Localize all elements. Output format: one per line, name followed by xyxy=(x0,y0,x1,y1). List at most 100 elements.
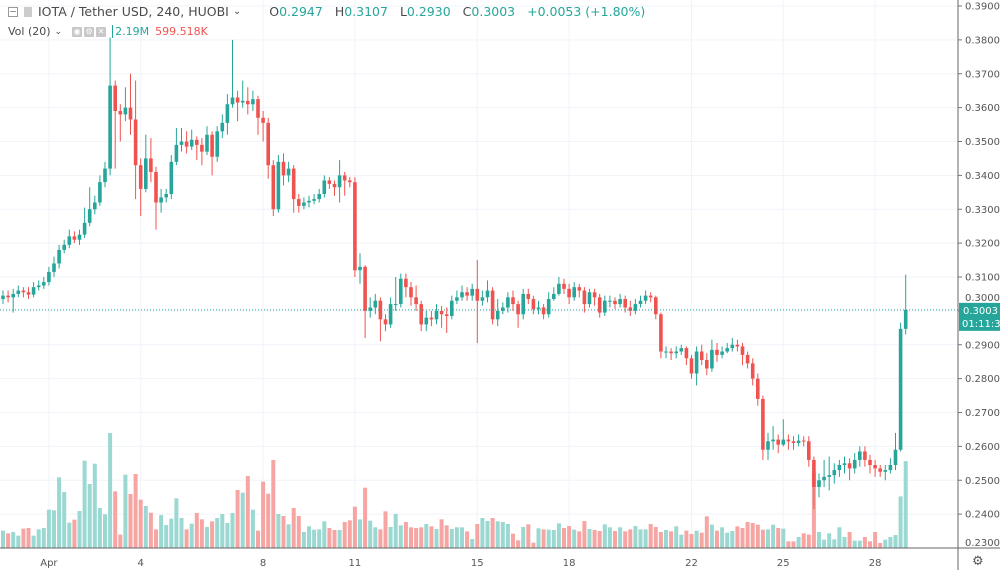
candle-body xyxy=(735,344,740,347)
candle-body xyxy=(450,300,454,316)
volume-bar xyxy=(245,476,250,548)
volume-bar xyxy=(26,528,31,548)
candle-body xyxy=(118,111,123,115)
volume-bar xyxy=(87,483,92,548)
time-tick-label: 4 xyxy=(138,558,144,569)
time-tick-label: 28 xyxy=(869,558,882,569)
volume-bar xyxy=(363,487,368,548)
time-tick-label: 25 xyxy=(777,558,790,569)
candle-body xyxy=(669,351,673,354)
symbol-title[interactable]: IOTA / Tether USD, 240, HUOBI xyxy=(38,4,229,19)
gear-icon[interactable]: ⚙ xyxy=(972,554,984,569)
volume-bar xyxy=(470,538,475,548)
candle-body xyxy=(103,168,107,183)
volume-bar xyxy=(317,529,322,548)
volume-bar xyxy=(531,542,536,548)
time-axis[interactable]: Apr 4 8 11 15 18 22 25 28 xyxy=(0,547,1000,569)
gear-icon[interactable]: ⚙ xyxy=(84,26,95,37)
candle-body xyxy=(501,307,505,311)
candle-body xyxy=(47,271,51,283)
volume-bar xyxy=(250,509,255,548)
candle-body xyxy=(786,439,791,442)
last-price-value: 0.3003 xyxy=(963,306,998,317)
candle-body xyxy=(475,288,480,301)
candle-body xyxy=(521,293,525,315)
volume-bar xyxy=(760,529,765,548)
candle-body xyxy=(220,122,225,132)
candle-body xyxy=(460,292,464,298)
candle-body xyxy=(159,197,163,203)
volume-bar xyxy=(271,459,276,548)
candle-body xyxy=(740,346,745,355)
candle-body xyxy=(873,465,877,469)
candle-body xyxy=(195,139,199,145)
candle-body xyxy=(378,300,383,320)
volume-bar xyxy=(628,529,633,548)
volume-bar xyxy=(261,481,266,548)
candle-body xyxy=(679,348,684,352)
price-tick-label: 0.3700 xyxy=(965,69,1000,80)
candle-body xyxy=(169,161,174,195)
volume-bar xyxy=(903,461,908,548)
chevron-down-icon[interactable]: ⌄ xyxy=(232,6,242,17)
volume-bar xyxy=(730,531,735,548)
candle-body xyxy=(281,161,286,176)
candle-body xyxy=(322,180,327,195)
volume-bar xyxy=(368,520,373,548)
candle-body xyxy=(715,349,719,355)
volume-bar xyxy=(36,529,41,548)
candle-body xyxy=(745,354,750,364)
volume-bar xyxy=(444,525,449,548)
volume-bar xyxy=(776,528,781,548)
candle-body xyxy=(414,297,418,305)
candle-body xyxy=(541,307,546,315)
price-axis[interactable]: 0.2300 0.2400 0.2500 0.2600 0.2700 0.2800 0.29… xyxy=(957,0,1000,570)
candle-body xyxy=(409,287,413,298)
volume-bar xyxy=(409,527,413,548)
candle-body xyxy=(710,349,714,369)
volume-bar xyxy=(592,529,597,548)
candle-body xyxy=(286,168,291,176)
candle-body xyxy=(495,310,500,320)
volume-bar xyxy=(434,528,439,548)
volume-bar xyxy=(653,527,658,548)
volume-bar xyxy=(781,528,786,548)
price-tick-label: 0.3900 xyxy=(965,2,1000,13)
candle-body xyxy=(57,249,61,264)
volume-bar xyxy=(383,511,388,548)
volume-bar xyxy=(199,519,204,548)
volume-bar xyxy=(230,513,235,548)
volume-bar xyxy=(842,537,847,548)
chevron-down-icon[interactable]: ⌄ xyxy=(54,26,63,37)
price-tick-label: 0.2800 xyxy=(965,374,1000,385)
volume-bar xyxy=(256,530,260,548)
close-icon[interactable]: ✕ xyxy=(96,26,107,37)
candle-body xyxy=(766,441,770,450)
volume-bar xyxy=(490,518,495,548)
candle-body xyxy=(240,100,245,103)
candle-body xyxy=(562,283,566,289)
collapse-icon[interactable] xyxy=(8,6,18,17)
candle-body xyxy=(138,165,143,189)
volume-bar xyxy=(205,527,209,548)
candle-body xyxy=(587,292,592,305)
candle-body xyxy=(256,99,260,118)
candle-body xyxy=(577,287,582,291)
eye-icon[interactable]: ◉ xyxy=(72,26,83,37)
candle-body xyxy=(485,290,490,298)
volume-bar xyxy=(113,491,118,548)
candle-body xyxy=(82,222,87,235)
candle-body xyxy=(817,480,821,488)
candle-body xyxy=(373,300,378,308)
candle-body xyxy=(93,202,97,210)
candle-body xyxy=(643,295,648,301)
volume-bar xyxy=(143,506,148,548)
candle-body xyxy=(337,175,342,188)
volume-bar xyxy=(332,529,337,548)
volume-value: 2.19M xyxy=(112,25,149,38)
time-tick-label: 18 xyxy=(563,558,576,569)
volume-label[interactable]: Vol (20) xyxy=(8,25,51,38)
candle-body xyxy=(750,363,755,379)
